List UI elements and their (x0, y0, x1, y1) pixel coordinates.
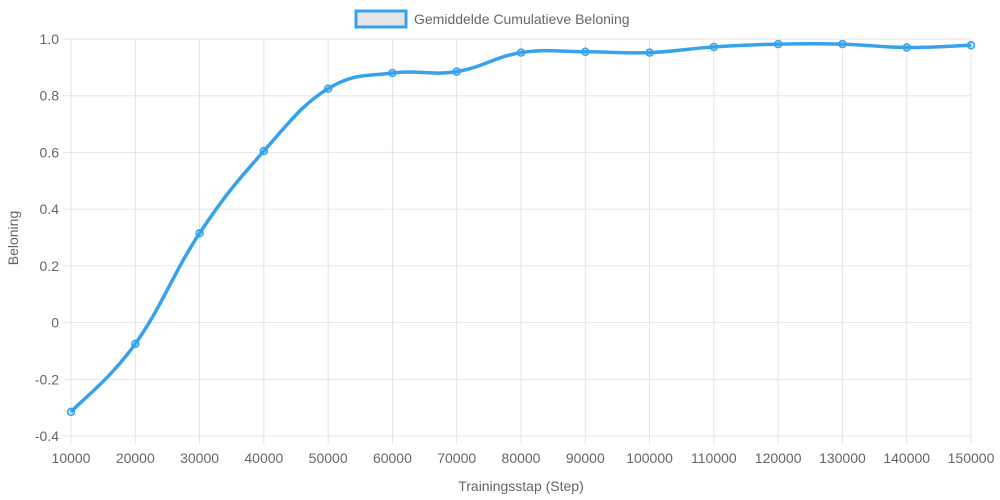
x-tick-label: 70000 (437, 450, 476, 466)
x-tick-label: 140000 (883, 450, 930, 466)
legend[interactable]: Gemiddelde Cumulatieve Beloning (354, 9, 630, 29)
data-point[interactable] (452, 67, 461, 76)
y-tick-label: -0.2 (35, 371, 59, 387)
data-point[interactable] (131, 339, 140, 349)
x-tick-label: 150000 (948, 450, 995, 466)
x-tick-label: 60000 (373, 450, 412, 466)
series-group (66, 39, 976, 417)
y-tick-label: -0.4 (35, 428, 59, 444)
x-tick-label: 50000 (309, 450, 348, 466)
data-point[interactable] (773, 39, 783, 49)
series-line (69, 41, 972, 414)
x-axis-ticks: 10000 20000 30000 40000 50000 60000 70000 80000… (52, 450, 995, 466)
x-tick-label: 10000 (52, 450, 91, 466)
legend-swatch[interactable] (354, 9, 408, 29)
data-point[interactable] (516, 48, 526, 57)
y-axis-title: Beloning (5, 211, 21, 266)
y-tick-label: 1.0 (40, 31, 60, 47)
y-tick-label: 0.6 (40, 144, 60, 160)
data-point[interactable] (838, 39, 847, 49)
x-tick-label: 130000 (819, 450, 866, 466)
x-tick-label: 120000 (755, 450, 802, 466)
x-tick-label: 80000 (502, 450, 541, 466)
y-tick-label: 0.4 (40, 201, 60, 217)
y-axis-ticks: -0.4 -0.2 0 0.2 0.4 0.6 0.8 1.0 (35, 31, 59, 444)
data-point[interactable] (709, 42, 719, 52)
legend-label[interactable]: Gemiddelde Cumulatieve Beloning (414, 11, 630, 27)
x-tick-label: 40000 (244, 450, 283, 466)
data-point[interactable] (323, 84, 333, 93)
data-point[interactable] (259, 146, 269, 156)
y-tick-label: 0.2 (40, 258, 60, 274)
grid (63, 38, 972, 444)
x-tick-label: 20000 (116, 450, 155, 466)
data-point[interactable] (645, 48, 654, 57)
x-tick-label: 100000 (626, 450, 673, 466)
y-tick-label: 0.8 (40, 88, 60, 104)
x-tick-label: 90000 (566, 450, 605, 466)
data-point[interactable] (388, 68, 397, 78)
y-tick-label: 0 (51, 315, 59, 331)
data-point[interactable] (195, 228, 204, 238)
x-axis-title: Trainingsstap (Step) (458, 478, 584, 494)
data-point[interactable] (581, 47, 590, 57)
data-point[interactable] (66, 407, 76, 417)
x-tick-label: 110000 (691, 450, 737, 466)
x-tick-label: 30000 (180, 450, 219, 466)
data-point[interactable] (902, 43, 911, 52)
data-point[interactable] (966, 40, 976, 50)
